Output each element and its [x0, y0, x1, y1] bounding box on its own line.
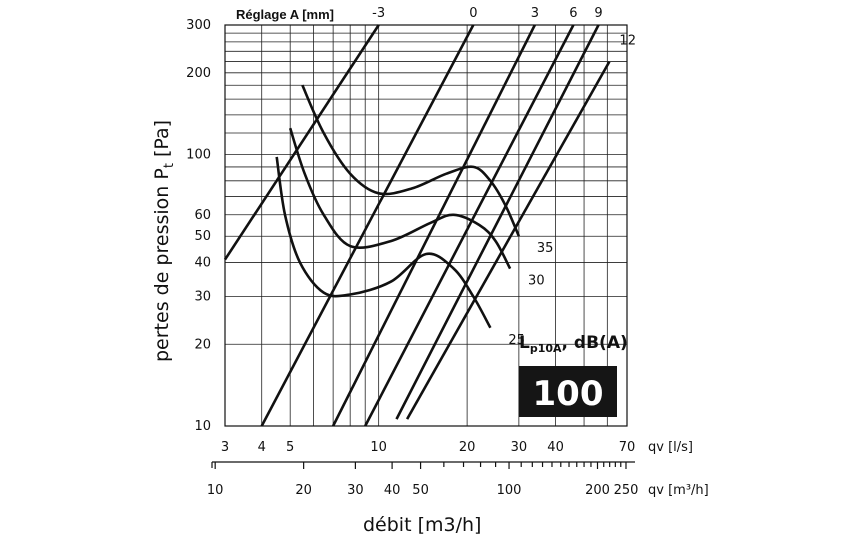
plot-frame	[224, 24, 628, 427]
x-secondary-unit-label: qv [m³/h]	[648, 483, 709, 498]
y-axis-label: pertes de pression Pt [Pa]	[151, 120, 177, 362]
setting-label-0: 0	[469, 6, 477, 21]
x-secondary-tick-label: 20	[295, 483, 312, 498]
x-secondary-tick-label: 10	[207, 483, 224, 498]
setting-line-9	[395, 24, 600, 420]
series-lines	[223, 24, 611, 427]
value-badge-text: 100	[533, 374, 604, 414]
setting-line-3	[331, 24, 536, 427]
y-tick-label: 30	[194, 289, 211, 304]
setting-line-12	[405, 60, 611, 420]
x-primary-tick-label: 20	[459, 440, 476, 455]
x-secondary-tick-label: 200	[585, 483, 610, 498]
x-primary-tick-label: 5	[286, 440, 294, 455]
y-tick-label: 100	[186, 148, 211, 163]
setting-line--3	[223, 24, 380, 261]
noise-curve-30	[288, 127, 512, 270]
noise-label-35: 35	[537, 241, 554, 256]
value-badge	[519, 366, 617, 417]
y-tick-label: 60	[194, 208, 211, 223]
x-primary-tick-label: 40	[547, 440, 564, 455]
x-primary-unit-label: qv [l/s]	[648, 440, 693, 455]
x-primary-tick-label: 70	[619, 440, 636, 455]
setting-line-6	[364, 24, 575, 427]
setting-label--3: -3	[372, 6, 385, 21]
y-tick-label: 10	[194, 419, 211, 434]
noise-curve-35	[301, 84, 521, 237]
x-secondary-tick-label: 250	[614, 483, 639, 498]
y-tick-label: 40	[194, 256, 211, 271]
noise-label-30: 30	[528, 274, 545, 289]
y-tick-label: 20	[194, 337, 211, 352]
noise-curve-25	[275, 156, 492, 329]
x-secondary-tick-label: 100	[497, 483, 522, 498]
x-secondary-tick-label: 30	[347, 483, 364, 498]
x-primary-tick-label: 4	[258, 440, 266, 455]
noise-legend-label: Lp10A, dB(A)	[519, 333, 628, 355]
setting-line-0	[260, 24, 475, 427]
setting-label-6: 6	[569, 6, 577, 21]
setting-label: Réglage A [mm]	[236, 7, 334, 22]
y-tick-label: 200	[186, 66, 211, 81]
y-tick-label: 50	[194, 229, 211, 244]
x-secondary-tick-label: 40	[384, 483, 401, 498]
x-axis-label: débit [m3/h]	[363, 514, 481, 536]
setting-label-3: 3	[531, 6, 539, 21]
x-primary-tick-label: 3	[221, 440, 229, 455]
x-primary-tick-label: 10	[370, 440, 387, 455]
setting-label-9: 9	[594, 6, 602, 21]
setting-label-12: 12	[619, 34, 636, 49]
x-secondary-tick-label: 50	[412, 483, 429, 498]
y-tick-label: 300	[186, 18, 211, 33]
noise-label-25: 25	[508, 333, 525, 348]
x-primary-tick-label: 30	[511, 440, 528, 455]
grid	[211, 24, 635, 469]
